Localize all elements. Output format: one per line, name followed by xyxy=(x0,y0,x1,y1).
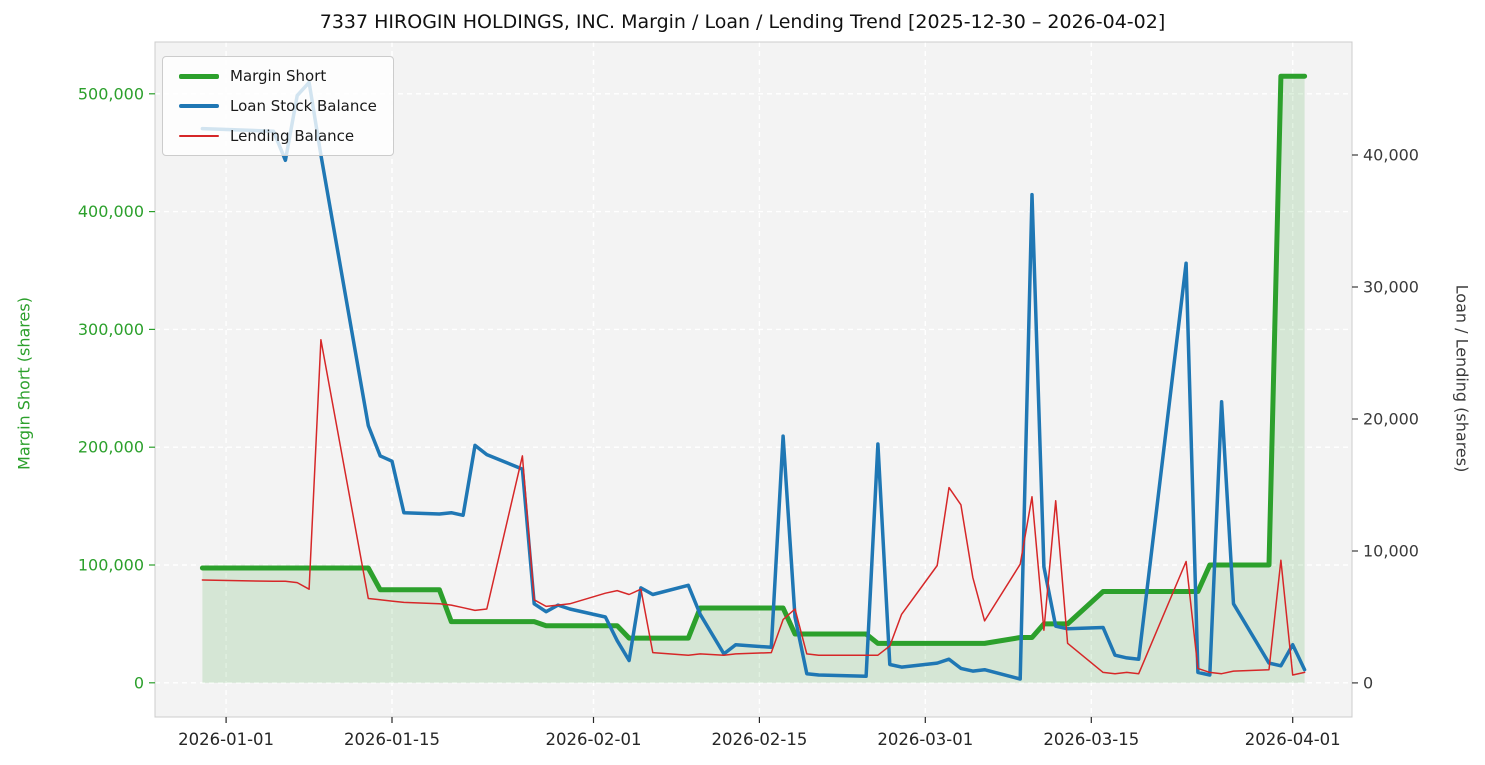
legend-item-loan-stock: Loan Stock Balance xyxy=(179,97,377,115)
loan-stock-line xyxy=(200,80,1307,681)
x-tick-label: 2026-02-01 xyxy=(546,730,642,749)
right-tick-label: 20,000 xyxy=(1363,410,1419,429)
left-tick-label: 0 xyxy=(134,673,144,692)
legend: Margin Short Loan Stock Balance Lending … xyxy=(162,56,394,156)
left-tick-label: 400,000 xyxy=(78,202,144,221)
chart-title: 7337 HIROGIN HOLDINGS, INC. Margin / Loa… xyxy=(319,11,1166,33)
legend-item-lending: Lending Balance xyxy=(179,127,377,145)
left-tick-label: 200,000 xyxy=(78,438,144,457)
x-tick-label: 2026-01-01 xyxy=(178,730,274,749)
legend-label-loan-stock: Loan Stock Balance xyxy=(230,97,377,115)
x-tick-label: 2026-03-15 xyxy=(1043,730,1139,749)
x-tick-label: 2026-04-01 xyxy=(1245,730,1341,749)
loan-stock-line-swatch xyxy=(179,104,219,108)
margin-short-line-swatch xyxy=(179,73,219,79)
right-tick-label: 0 xyxy=(1363,673,1373,692)
left-tick-label: 100,000 xyxy=(78,556,144,575)
legend-label-margin-short: Margin Short xyxy=(230,67,327,85)
left-tick-label: 500,000 xyxy=(78,84,144,103)
margin-short-line xyxy=(199,73,1308,646)
margin-short-area xyxy=(202,76,1305,683)
left-tick-label: 300,000 xyxy=(78,320,144,339)
x-tick-label: 2026-03-01 xyxy=(877,730,973,749)
right-tick-label: 40,000 xyxy=(1363,146,1419,165)
x-tick-label: 2026-02-15 xyxy=(711,730,807,749)
right-tick-label: 10,000 xyxy=(1363,542,1419,561)
plot-spine xyxy=(154,41,1353,718)
lending-line-swatch xyxy=(179,135,219,137)
x-tick-label: 2026-01-15 xyxy=(344,730,440,749)
lending-line xyxy=(201,339,1306,676)
legend-item-margin-short: Margin Short xyxy=(179,67,377,85)
legend-label-lending: Lending Balance xyxy=(230,127,355,145)
right-tick-label: 30,000 xyxy=(1363,278,1419,297)
